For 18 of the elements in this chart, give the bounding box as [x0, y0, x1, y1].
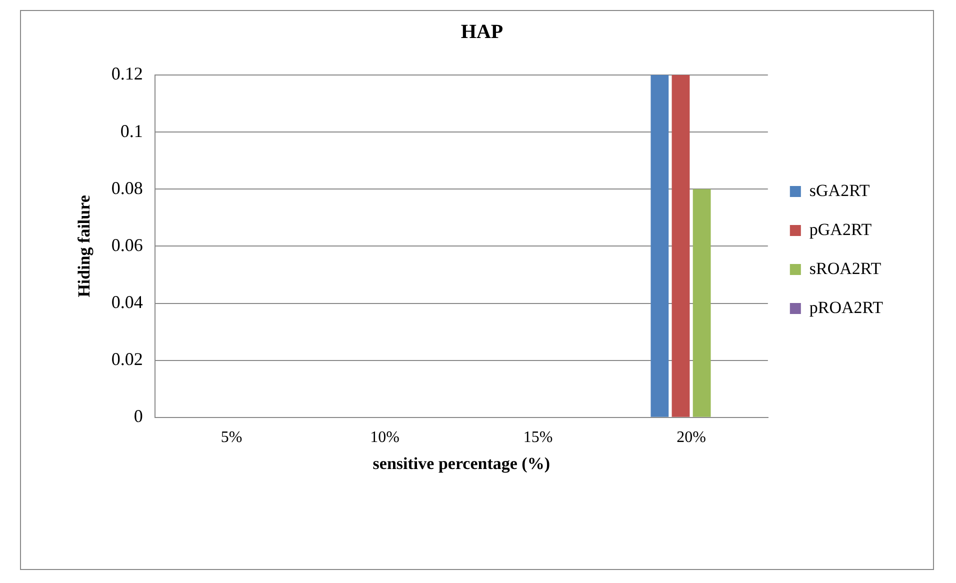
chart-title: HAP	[460, 21, 504, 44]
x-tick-label: 10%	[370, 429, 400, 446]
x-tick-label: 15%	[523, 429, 553, 446]
y-tick-label: 0.02	[111, 349, 143, 370]
y-tick-label: 0.08	[111, 178, 143, 198]
x-axis-title: sensitive percentage (%)	[372, 454, 550, 474]
legend-label: sROA2RT	[809, 258, 882, 278]
y-tick-label: 0.1	[120, 120, 143, 141]
x-tick-label: 20%	[676, 429, 706, 446]
legend-label: pROA2RT	[809, 298, 884, 317]
y-tick-label: 0.06	[111, 234, 143, 255]
legend-label: pGA2RT	[809, 220, 872, 239]
y-tick-label: 0.04	[111, 292, 143, 312]
legend-label: sGA2RT	[809, 180, 870, 200]
x-tick-label: 5%	[220, 429, 242, 446]
y-axis-title: Hiding failure	[74, 194, 94, 298]
y-tick-label: 0	[134, 406, 143, 426]
y-tick-label: 0.12	[111, 64, 143, 84]
